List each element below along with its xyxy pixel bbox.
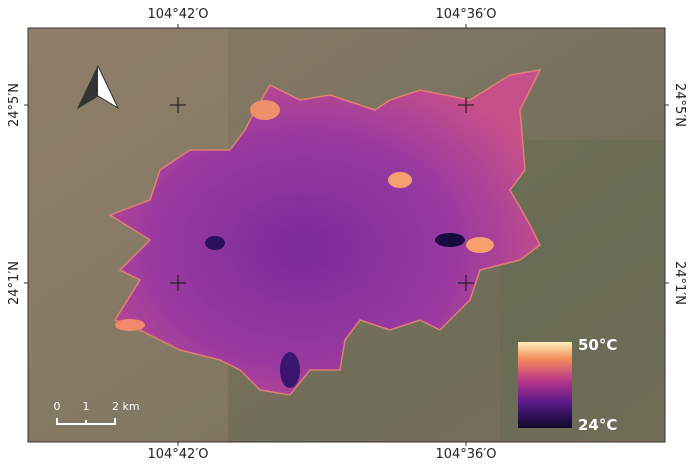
- grid-label: 104°36′O: [435, 7, 496, 22]
- cool-spot: [435, 233, 465, 247]
- grid-label: 24°5′N: [7, 83, 22, 127]
- grid-crosses: [170, 97, 474, 291]
- grid-label: 104°42′O: [147, 447, 208, 462]
- hot-spot: [388, 172, 412, 188]
- legend-max: 50°C: [578, 336, 617, 354]
- grid-label: 24°1′N: [672, 261, 687, 305]
- colorbar: [518, 342, 572, 428]
- grid-label: 24°5′N: [672, 83, 687, 127]
- north-arrow: [76, 64, 120, 110]
- scale-label: 2 km: [112, 400, 140, 413]
- grid-label: 24°1′N: [7, 261, 22, 305]
- hot-spot: [466, 237, 494, 253]
- cool-spot: [280, 352, 300, 388]
- scale-bar: [56, 418, 116, 425]
- grid-label: 104°36′O: [435, 447, 496, 462]
- cool-spot: [205, 236, 225, 250]
- heat-island: [108, 69, 542, 396]
- legend-min: 24°C: [578, 416, 617, 434]
- scale-label: 0: [54, 400, 61, 413]
- frame-ticks: [24, 24, 669, 446]
- scale-label: 1: [83, 400, 90, 413]
- hot-spot: [115, 319, 145, 331]
- map-frame: [27, 27, 666, 443]
- hot-spot: [250, 100, 280, 120]
- grid-label: 104°42′O: [147, 7, 208, 22]
